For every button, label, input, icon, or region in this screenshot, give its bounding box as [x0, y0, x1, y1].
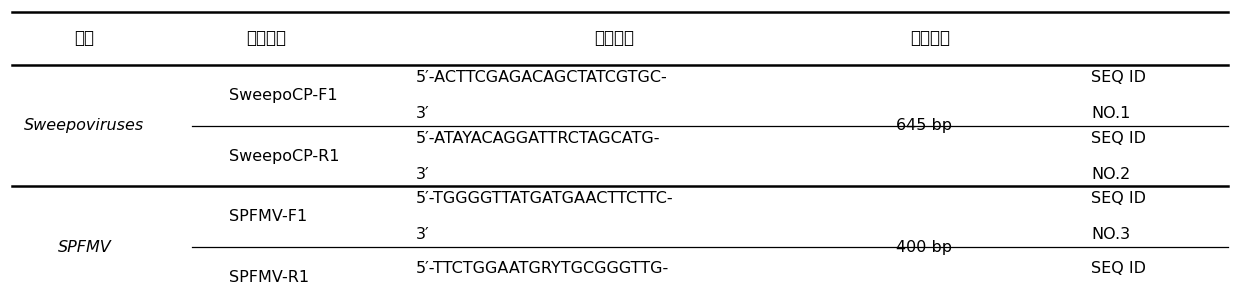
- Text: 5′-ACTTCGAGACAGCTATCGTGC-: 5′-ACTTCGAGACAGCTATCGTGC-: [415, 70, 667, 85]
- Text: 病毒: 病毒: [74, 30, 94, 47]
- Text: 3′: 3′: [415, 227, 429, 242]
- Text: SPFMV-R1: SPFMV-R1: [229, 270, 310, 285]
- Text: 5′-TGGGGTTATGATGAACTTCTTC-: 5′-TGGGGTTATGATGAACTTCTTC-: [415, 191, 673, 206]
- Text: 645 bp: 645 bp: [895, 118, 952, 133]
- Text: 5′-ATAYACAGGATTRCTAGCATG-: 5′-ATAYACAGGATTRCTAGCATG-: [415, 131, 660, 146]
- Text: SEQ ID: SEQ ID: [1091, 131, 1146, 146]
- Text: SweepoCP-R1: SweepoCP-R1: [229, 149, 340, 164]
- Text: 片段大小: 片段大小: [910, 30, 950, 47]
- Text: 3′: 3′: [415, 106, 429, 121]
- Text: SEQ ID: SEQ ID: [1091, 261, 1146, 276]
- Text: 引物名称: 引物名称: [247, 30, 286, 47]
- Text: NO.2: NO.2: [1091, 167, 1131, 182]
- Text: 3′: 3′: [415, 167, 429, 182]
- Text: Sweepoviruses: Sweepoviruses: [25, 118, 144, 133]
- Text: NO.1: NO.1: [1091, 106, 1131, 121]
- Text: 5′-TTCTGGAATGRYTGCGGGTTG-: 5′-TTCTGGAATGRYTGCGGGTTG-: [415, 261, 668, 276]
- Text: 引物序列: 引物序列: [594, 30, 634, 47]
- Text: 400 bp: 400 bp: [895, 240, 952, 255]
- Text: NO.3: NO.3: [1091, 227, 1131, 242]
- Text: SEQ ID: SEQ ID: [1091, 191, 1146, 206]
- Text: SPFMV: SPFMV: [57, 240, 112, 255]
- Text: SPFMV-F1: SPFMV-F1: [229, 209, 308, 224]
- Text: SweepoCP-F1: SweepoCP-F1: [229, 88, 339, 103]
- Text: SEQ ID: SEQ ID: [1091, 70, 1146, 85]
